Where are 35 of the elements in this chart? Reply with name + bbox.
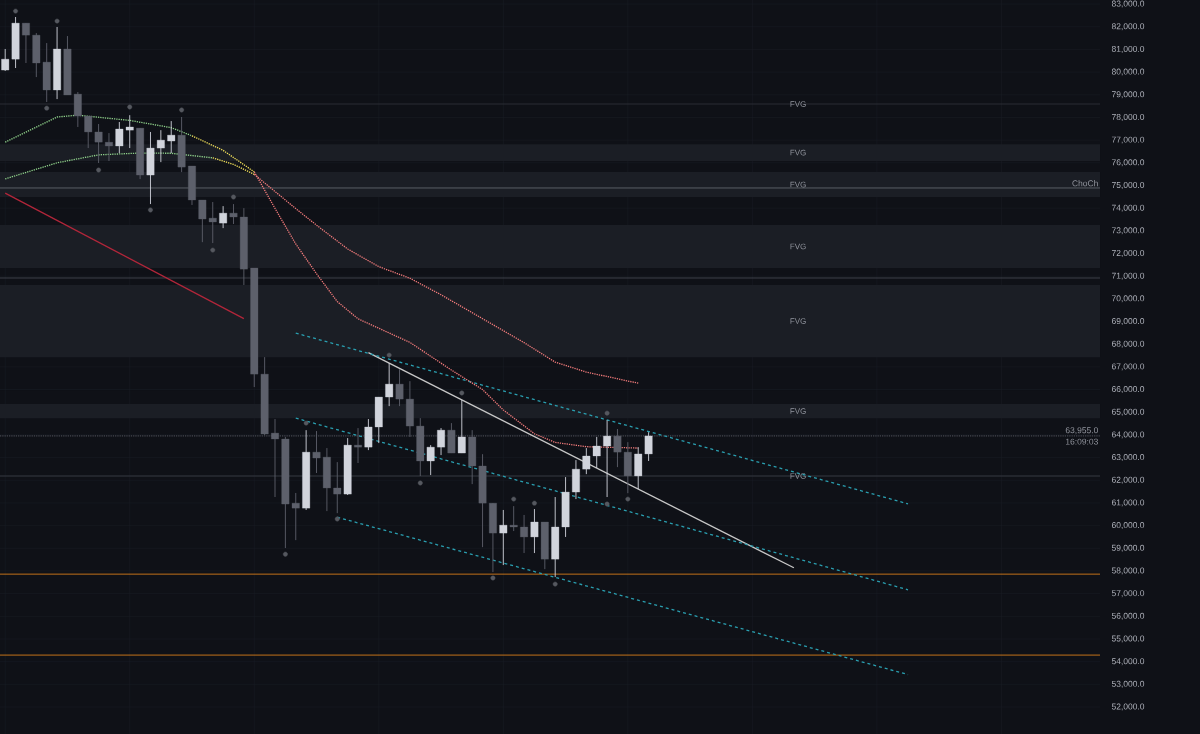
y-tick-label: 64,000.0 xyxy=(1111,431,1145,439)
y-tick-label: 73,000.0 xyxy=(1111,227,1145,235)
y-tick-label: 62,000.0 xyxy=(1111,476,1145,484)
y-tick-label: 57,000.0 xyxy=(1111,590,1145,598)
y-tick-label: 61,000.0 xyxy=(1111,499,1145,507)
y-tick-label: 65,000.0 xyxy=(1111,408,1145,416)
ref-line-label: 63,955.0 xyxy=(1065,427,1098,435)
y-tick-label: 55,000.0 xyxy=(1111,635,1145,643)
y-tick-label: 81,000.0 xyxy=(1111,45,1145,53)
y-tick-label: 76,000.0 xyxy=(1111,159,1145,167)
y-tick-label: 56,000.0 xyxy=(1111,612,1145,620)
y-tick-label: 78,000.0 xyxy=(1111,113,1145,121)
y-tick-label: 59,000.0 xyxy=(1111,544,1145,552)
y-tick-label: 83,000.0 xyxy=(1111,0,1145,8)
y-tick-label: 75,000.0 xyxy=(1111,181,1145,189)
y-tick-label: 79,000.0 xyxy=(1111,91,1145,99)
y-tick-label: 53,000.0 xyxy=(1111,680,1145,688)
y-tick-label: 69,000.0 xyxy=(1111,318,1145,326)
y-tick-label: 77,000.0 xyxy=(1111,136,1145,144)
ref-line-label: ChoCh xyxy=(1072,180,1098,187)
y-tick-label: 63,000.0 xyxy=(1111,454,1145,462)
y-tick-label: 60,000.0 xyxy=(1111,522,1145,530)
annotation: 16:09:03 xyxy=(1065,438,1098,445)
y-tick-label: 67,000.0 xyxy=(1111,363,1145,371)
y-tick-label: 68,000.0 xyxy=(1111,340,1145,348)
y-tick-label: 82,000.0 xyxy=(1111,23,1145,31)
y-tick-label: 74,000.0 xyxy=(1111,204,1145,212)
y-tick-label: 58,000.0 xyxy=(1111,567,1145,575)
y-tick-label: 70,000.0 xyxy=(1111,295,1145,303)
y-tick-label: 52,000.0 xyxy=(1111,703,1145,711)
y-tick-label: 54,000.0 xyxy=(1111,658,1145,666)
y-tick-label: 80,000.0 xyxy=(1111,68,1145,76)
y-tick-label: 72,000.0 xyxy=(1111,250,1145,257)
y-tick-label: 71,000.0 xyxy=(1111,272,1145,280)
y-tick-label: 66,000.0 xyxy=(1111,386,1145,394)
